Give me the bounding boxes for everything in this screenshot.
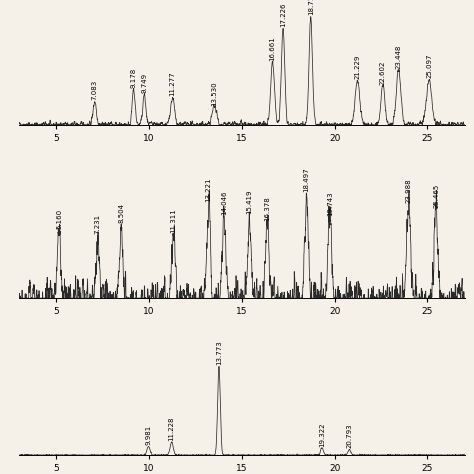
Text: 13.221: 13.221 bbox=[206, 177, 212, 202]
Text: 20.793: 20.793 bbox=[346, 424, 352, 448]
Text: 11.311: 11.311 bbox=[170, 209, 176, 233]
Text: 8.504: 8.504 bbox=[118, 203, 124, 223]
Text: 7.231: 7.231 bbox=[94, 214, 100, 235]
Text: 5.160: 5.160 bbox=[56, 209, 62, 228]
Text: 25.465: 25.465 bbox=[433, 183, 439, 208]
Text: 16.661: 16.661 bbox=[270, 36, 275, 61]
Text: 11.277: 11.277 bbox=[170, 72, 176, 96]
Text: 19.322: 19.322 bbox=[319, 422, 325, 447]
Text: 9.749: 9.749 bbox=[141, 73, 147, 93]
Text: 13.773: 13.773 bbox=[216, 340, 222, 365]
Text: 9.178: 9.178 bbox=[131, 67, 137, 88]
Text: 13.530: 13.530 bbox=[211, 82, 218, 106]
Text: 11.228: 11.228 bbox=[169, 417, 175, 441]
Text: 22.602: 22.602 bbox=[380, 61, 386, 85]
Text: 15.419: 15.419 bbox=[246, 190, 253, 214]
Text: 25.097: 25.097 bbox=[426, 54, 432, 78]
Text: 21.229: 21.229 bbox=[355, 55, 360, 79]
Text: 18.497: 18.497 bbox=[304, 167, 310, 192]
Text: 9.981: 9.981 bbox=[146, 425, 152, 446]
Text: 16.378: 16.378 bbox=[264, 196, 270, 221]
Text: 17.226: 17.226 bbox=[280, 3, 286, 27]
Text: 7.083: 7.083 bbox=[92, 80, 98, 100]
Text: 19.743: 19.743 bbox=[327, 192, 333, 217]
Text: 14.046: 14.046 bbox=[221, 191, 227, 215]
Text: 23.988: 23.988 bbox=[406, 179, 411, 203]
Text: 23.448: 23.448 bbox=[396, 45, 401, 70]
Text: 18.717: 18.717 bbox=[308, 0, 314, 16]
